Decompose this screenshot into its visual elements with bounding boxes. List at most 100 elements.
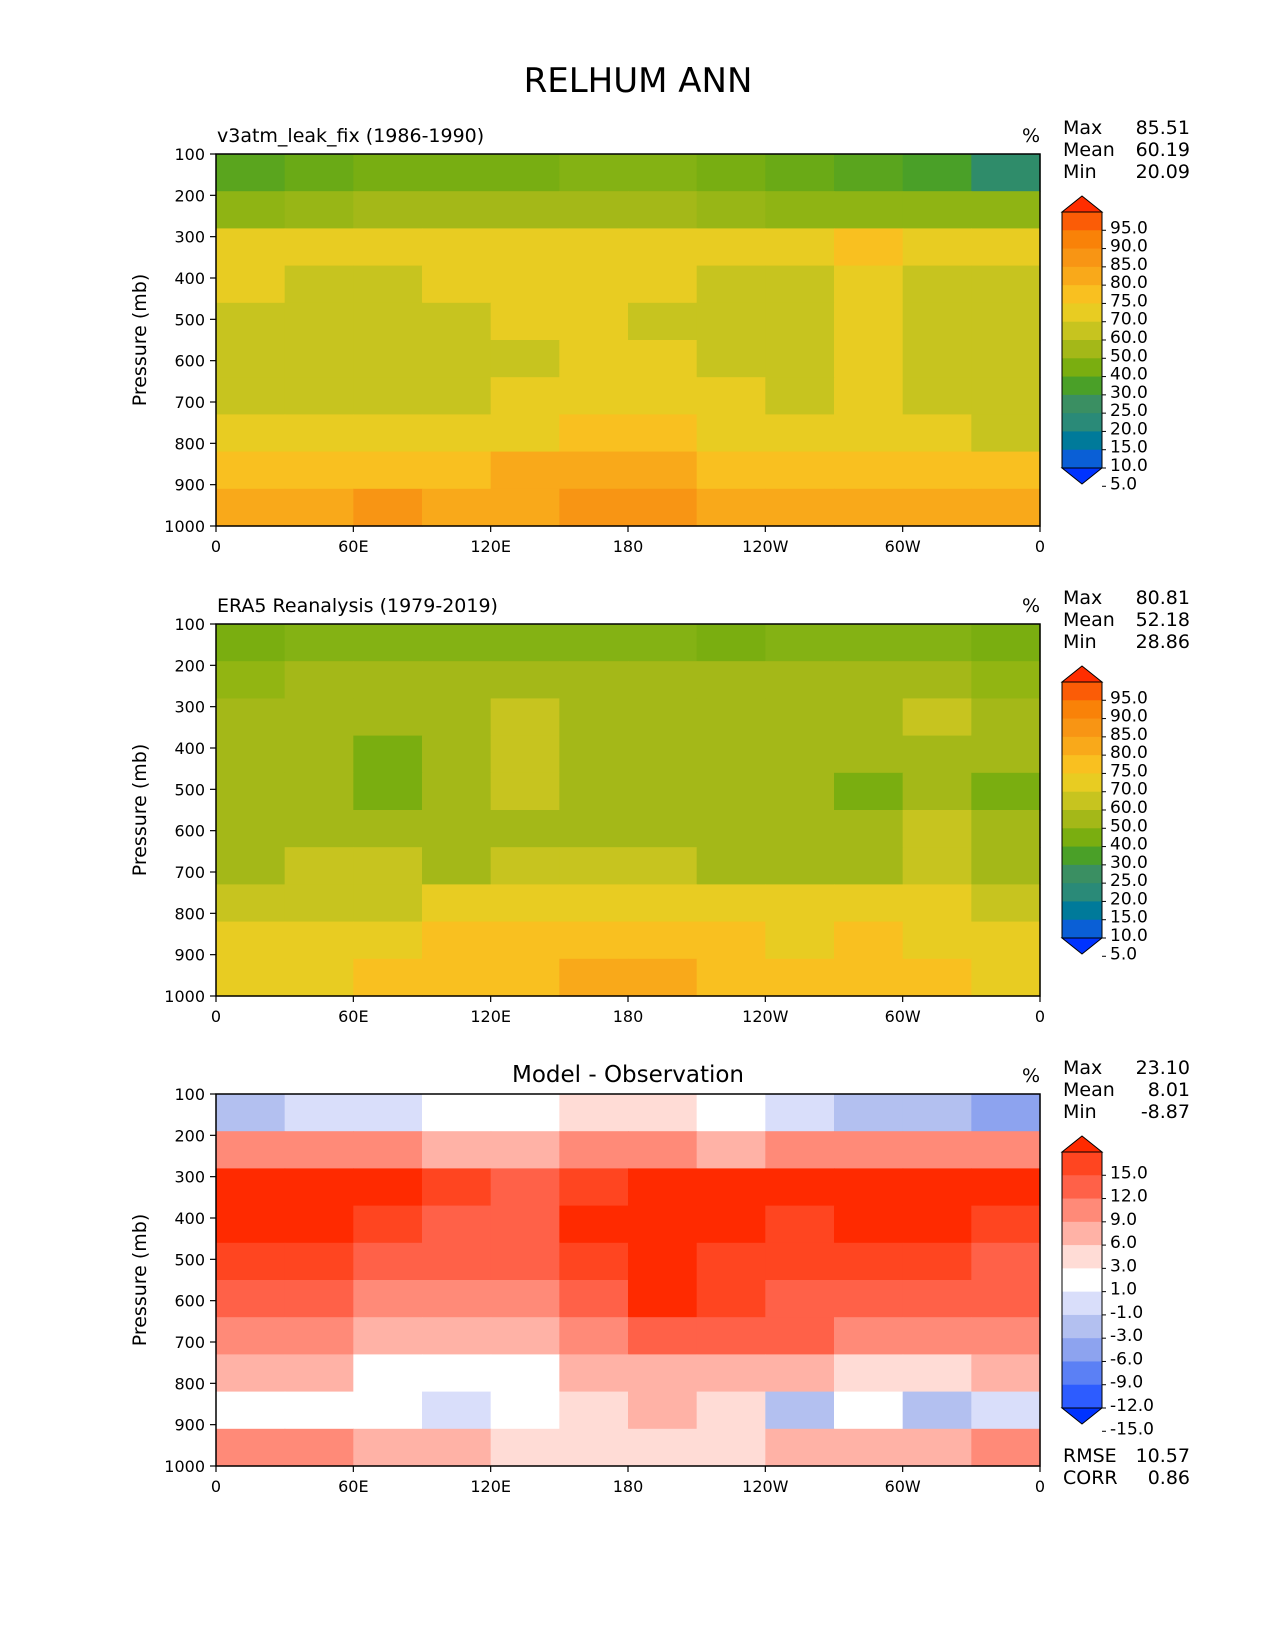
heatmap-cell (971, 1242, 1041, 1281)
heatmap-cell (353, 451, 423, 490)
heatmap-cell (628, 191, 698, 229)
colorbar-segment (1062, 449, 1102, 469)
heatmap-cell (834, 1131, 904, 1169)
heatmap-cell (765, 772, 835, 811)
colorbar-segment (1062, 1175, 1102, 1200)
heatmap-cell (284, 488, 354, 527)
panel-subtitle: v3atm_leak_fix (1986-1990) (217, 125, 484, 147)
heatmap-cell (765, 451, 835, 490)
heatmap-cell (765, 1094, 835, 1132)
x-tick-label: 0 (211, 537, 221, 556)
heatmap-cell (353, 1280, 423, 1318)
heatmap-cell (284, 1131, 354, 1169)
heatmap-cell (559, 1094, 629, 1132)
heatmap-cell (490, 1205, 560, 1244)
heatmap-cell (902, 302, 972, 341)
heatmap-cell (353, 661, 423, 699)
heatmap-cell (216, 921, 286, 960)
heatmap-cell (490, 921, 560, 960)
heatmap-cells (216, 624, 1041, 997)
colorbar-label: 3.0 (1110, 1256, 1137, 1276)
heatmap-cell (559, 265, 629, 304)
colorbar-label: 6.0 (1110, 1233, 1137, 1253)
heatmap-cell (765, 1242, 835, 1281)
colorbar-label: 90.0 (1110, 237, 1148, 257)
heatmap-cell (902, 191, 972, 229)
heatmap-cell (696, 1280, 766, 1318)
colorbar-label: 5.0 (1110, 474, 1137, 494)
heatmap-cell (628, 154, 698, 192)
heatmap-cell (765, 1428, 835, 1467)
heatmap-cell (628, 265, 698, 304)
heatmap-cell (559, 735, 629, 774)
heatmap-cell (490, 1428, 560, 1467)
heatmap-cell (834, 265, 904, 304)
heatmap-cell (216, 1280, 286, 1318)
heatmap-cell (353, 958, 423, 997)
stat-value: 20.09 (1136, 161, 1190, 183)
heatmap-cell (834, 340, 904, 378)
heatmap-cell (216, 1205, 286, 1244)
y-tick-label: 100 (174, 1085, 205, 1104)
colorbar-label: 30.0 (1110, 383, 1148, 403)
heatmap-cell (628, 624, 698, 662)
heatmap-cell (353, 624, 423, 662)
heatmap-cell (559, 488, 629, 527)
y-tick-label: 400 (174, 1209, 205, 1228)
heatmap-cell (422, 1280, 492, 1318)
heatmap-cell (902, 884, 972, 923)
heatmap-cell (834, 1428, 904, 1467)
heatmap-cell (902, 810, 972, 848)
colorbar-segment (1062, 736, 1102, 756)
heatmap-cell (216, 265, 286, 304)
heatmap-cell (353, 1205, 423, 1244)
heatmap-cell (628, 847, 698, 885)
heatmap-cell (765, 414, 835, 453)
heatmap-cell (834, 735, 904, 774)
x-tick-label: 180 (613, 1007, 644, 1026)
heatmap-cell (696, 228, 766, 267)
heatmap-cell (696, 1205, 766, 1244)
colorbar-label: 60.0 (1110, 798, 1148, 818)
heatmap-cell (216, 661, 286, 699)
heatmap-cell (902, 340, 972, 378)
heatmap-cell (216, 698, 286, 737)
heatmap-cell (696, 921, 766, 960)
heatmap-cell (284, 735, 354, 774)
colorbar-segment (1062, 358, 1102, 378)
heatmap-cell (422, 451, 492, 490)
colorbar-segment (1062, 285, 1102, 304)
stat-label: Min (1063, 1101, 1097, 1123)
colorbar: 15.0 12.0 9.0 6.0 3.0 1.0 -1.0 -3.0 -6.0 -9.0 -12.… (1060, 1135, 1154, 1439)
heatmap-cell (971, 228, 1041, 267)
heatmap-cell (628, 1094, 698, 1132)
heatmap-cell (765, 1354, 835, 1393)
y-axis-label: Pressure (mb) (129, 1214, 151, 1347)
heatmap-cell (353, 810, 423, 848)
heatmap-cell (628, 1131, 698, 1169)
heatmap-cell (353, 735, 423, 774)
colorbar-label: -3.0 (1110, 1326, 1143, 1346)
colorbar-label: 40.0 (1110, 835, 1148, 855)
heatmap-cell (490, 1094, 560, 1132)
heatmap-cell (559, 340, 629, 378)
heatmap-cell (765, 810, 835, 848)
colorbar-label: 15.0 (1110, 1163, 1148, 1183)
heatmap-cell (559, 377, 629, 415)
units-label: % (1022, 595, 1040, 617)
colorbar: 95.090.085.080.075.070.060.050.040.030.0… (1060, 195, 1148, 494)
heatmap-cell (490, 377, 560, 415)
heatmap-cell (216, 340, 286, 378)
colorbar-segment (1062, 1245, 1102, 1269)
heatmap-cell (902, 1317, 972, 1355)
heatmap-cell (765, 228, 835, 267)
heatmap-cell (971, 624, 1041, 662)
x-tick-label: 60E (338, 537, 368, 556)
stat-value: 60.19 (1136, 139, 1190, 161)
heatmap-cell (971, 265, 1041, 304)
heatmap-cell (628, 698, 698, 737)
heatmap-cell (696, 191, 766, 229)
heatmap-cell (422, 1428, 492, 1467)
colorbar-segment (1062, 1314, 1102, 1339)
y-tick-label: 700 (174, 393, 205, 412)
